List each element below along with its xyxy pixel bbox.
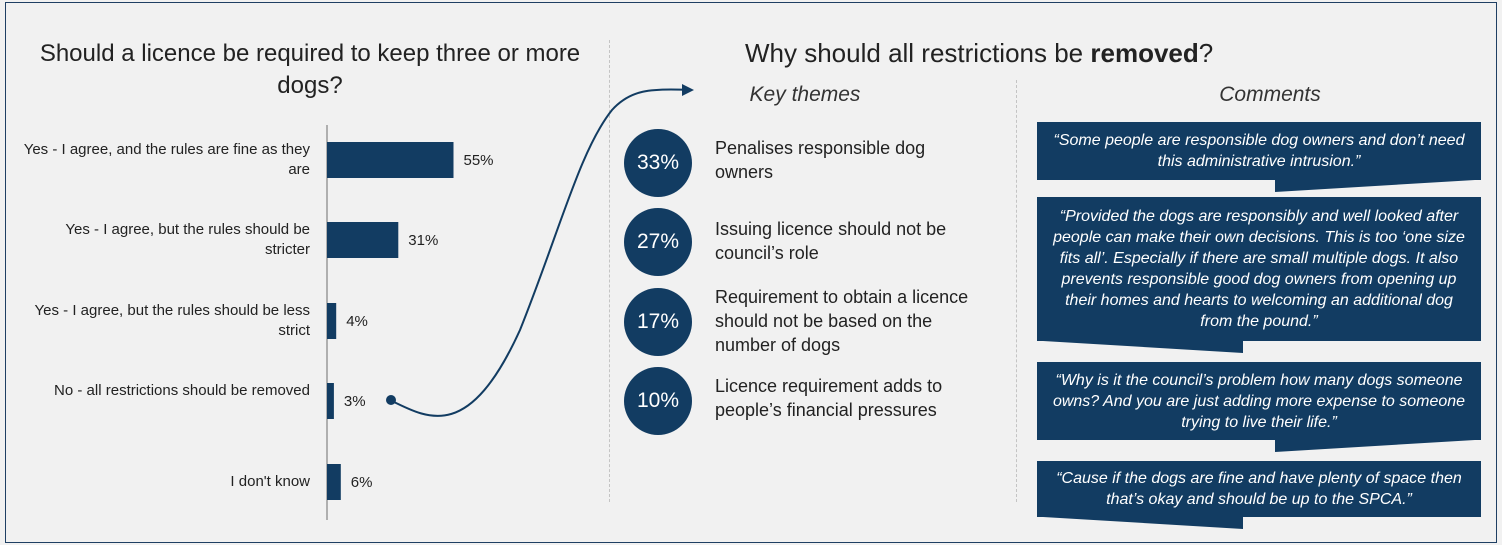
removal-section-title: Why should all restrictions be removed? (745, 38, 1213, 69)
comment-bubble: “Some people are responsible dog owners … (1037, 122, 1481, 180)
title-emphasis: removed (1090, 38, 1198, 68)
connector-start-dot (386, 395, 396, 405)
bar (327, 383, 334, 419)
theme-text: Issuing licence should not be council’s … (715, 217, 985, 265)
theme-text: Penalises responsible dog owners (715, 136, 975, 184)
comments-heading: Comments (1180, 83, 1360, 107)
bar-value-label: 3% (344, 393, 366, 410)
bar-value-label: 4% (346, 313, 368, 330)
bar (327, 464, 341, 500)
comment-bubble: “Cause if the dogs are fine and have ple… (1037, 461, 1481, 517)
bar-value-label: 6% (351, 474, 373, 491)
theme-text: Licence requirement adds to people’s fin… (715, 374, 975, 422)
bar (327, 303, 336, 339)
title-suffix: ? (1199, 38, 1213, 68)
bar (327, 142, 454, 178)
title-prefix: Why should all restrictions be (745, 38, 1090, 68)
theme-percent-badge: 27% (624, 208, 692, 276)
bar-value-label: 55% (464, 152, 494, 169)
bar-value-label: 31% (408, 232, 438, 249)
theme-percent-badge: 10% (624, 367, 692, 435)
bar (327, 222, 398, 258)
theme-percent-badge: 17% (624, 288, 692, 356)
bars-group: 55% 31% 4% 3% 6% (327, 142, 494, 500)
comment-bubble: “Why is it the council’s problem how man… (1037, 362, 1481, 440)
theme-percent-badge: 33% (624, 129, 692, 197)
comment-bubble: “Provided the dogs are responsibly and w… (1037, 197, 1481, 341)
theme-text: Requirement to obtain a licence should n… (715, 285, 995, 357)
connector-arrowhead (682, 84, 694, 96)
key-themes-heading: Key themes (720, 83, 890, 107)
